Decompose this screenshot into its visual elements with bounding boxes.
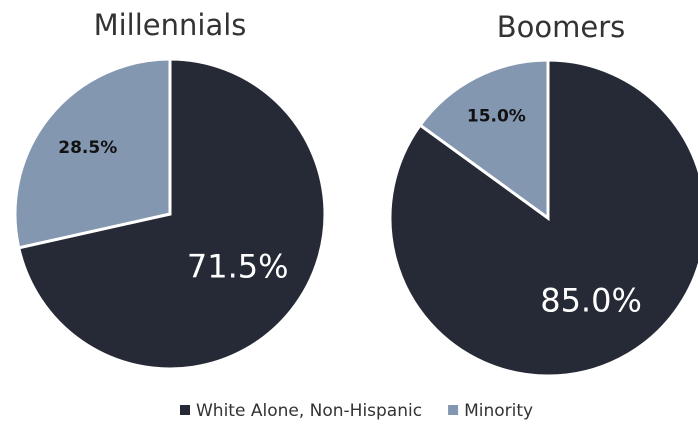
pie-slice — [13, 57, 172, 250]
data-label: 28.5% — [58, 138, 117, 158]
data-label: 71.5% — [187, 247, 289, 285]
legend-label: White Alone, Non-Hispanic — [196, 401, 422, 421]
pie-slice — [388, 58, 698, 378]
legend-label: Minority — [464, 401, 533, 421]
legend-swatch — [448, 405, 459, 415]
data-label: 85.0% — [540, 281, 642, 319]
pie-slice — [418, 58, 550, 221]
data-label: 15.0% — [467, 107, 526, 127]
chart-title: Boomers — [497, 10, 626, 44]
legend-swatch — [180, 405, 190, 415]
chart-title: Millennials — [94, 8, 247, 42]
pie-slice — [16, 57, 327, 371]
